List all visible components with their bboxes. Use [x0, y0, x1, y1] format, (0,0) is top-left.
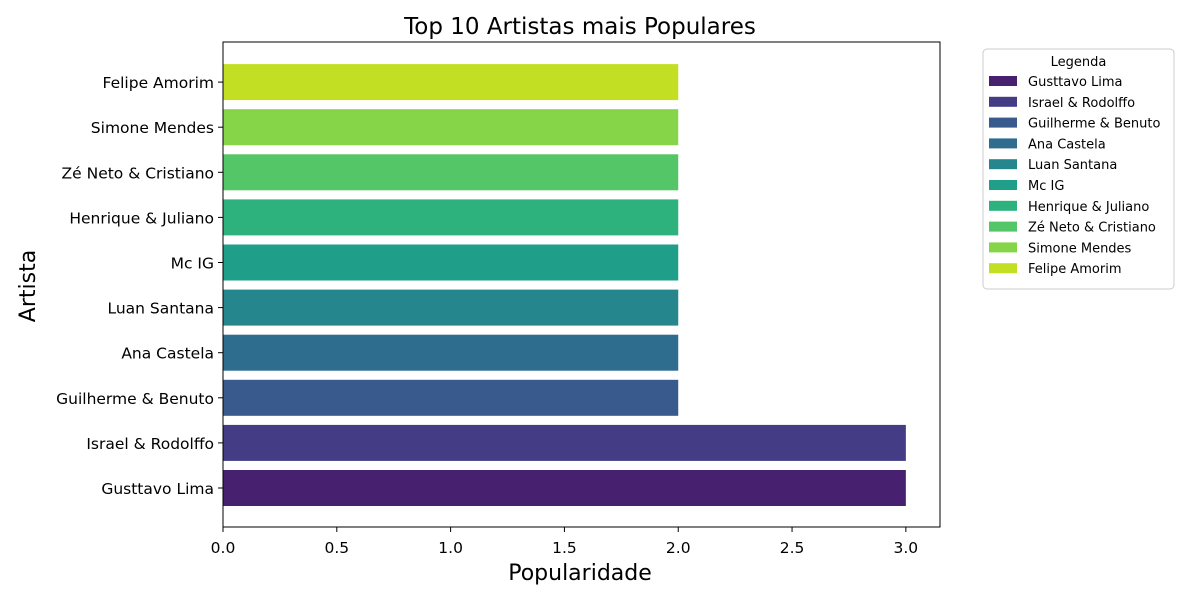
legend-entry-label: Guilherme & Benuto: [1028, 117, 1160, 132]
y-tick-label: Guilherme & Benuto: [56, 390, 214, 408]
y-tick-label: Israel & Rodolffo: [86, 435, 214, 453]
bar: [223, 199, 679, 236]
y-tick-label: Henrique & Juliano: [69, 209, 214, 227]
x-tick-label: 0.0: [211, 539, 236, 557]
y-tick-label: Zé Neto & Cristiano: [62, 164, 214, 182]
x-tick-label: 3.0: [894, 539, 919, 557]
legend-entry-label: Zé Neto & Cristiano: [1028, 221, 1156, 236]
bar: [223, 109, 679, 146]
bar: [223, 379, 679, 416]
legend-entry-label: Simone Mendes: [1028, 241, 1132, 256]
y-tick-label: Gusttavo Lima: [101, 480, 214, 498]
legend-swatch: [989, 117, 1017, 128]
legend-swatch: [989, 221, 1017, 232]
legend-entry-label: Luan Santana: [1028, 158, 1117, 173]
bar: [223, 470, 906, 506]
x-tick-label: 2.0: [666, 539, 691, 557]
bar: [223, 334, 679, 371]
x-tick-label: 1.0: [438, 539, 463, 557]
legend-entry-label: Henrique & Juliano: [1028, 200, 1149, 215]
y-tick-label: Ana Castela: [121, 345, 214, 363]
y-axis-label: Artista: [16, 250, 41, 322]
y-tick-label: Simone Mendes: [91, 119, 214, 137]
legend-swatch: [989, 200, 1017, 211]
bar: [223, 154, 679, 191]
legend-entry-label: Ana Castela: [1028, 137, 1106, 152]
y-tick-label: Luan Santana: [108, 300, 215, 318]
legend: Legenda Gusttavo Lima Israel & Rodolffo Gui…: [982, 48, 1175, 290]
y-tick-label: Felipe Amorim: [103, 74, 214, 92]
legend-swatch: [989, 96, 1017, 107]
plot-area: Gusttavo Lima Israel & Rodolffo Guilherme …: [56, 41, 941, 557]
legend-title: Legenda: [1051, 55, 1107, 70]
bar: [223, 244, 679, 281]
legend-entry-label: Felipe Amorim: [1028, 262, 1122, 277]
legend-swatch: [989, 180, 1017, 190]
legend-box: [982, 48, 1175, 290]
y-tick-label: Mc IG: [171, 255, 214, 273]
bar: [223, 64, 679, 101]
legend-swatch: [989, 159, 1017, 170]
legend-entry-label: Gusttavo Lima: [1028, 75, 1123, 90]
bar: [223, 424, 906, 461]
x-axis-label: Popularidade: [508, 561, 652, 586]
legend-entry-label: Mc IG: [1028, 179, 1064, 194]
legend-swatch: [989, 242, 1017, 253]
legend-swatch: [989, 263, 1017, 274]
x-tick-label: 0.5: [324, 539, 349, 557]
legend-entry-label: Israel & Rodolffo: [1028, 96, 1135, 111]
legend-swatch: [989, 76, 1017, 86]
chart-title: Top 10 Artistas mais Populares: [403, 14, 756, 40]
bar: [223, 289, 679, 326]
x-tick-label: 2.5: [780, 539, 805, 557]
x-tick-label: 1.5: [552, 539, 577, 557]
plot-frame: [222, 41, 941, 528]
legend-swatch: [989, 138, 1017, 149]
